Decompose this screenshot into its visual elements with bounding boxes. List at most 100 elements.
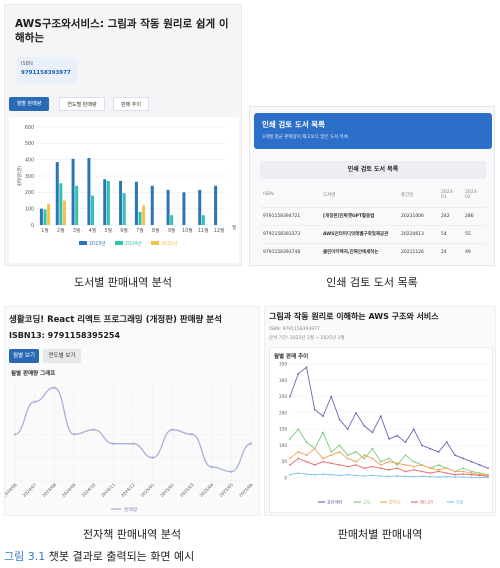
x-tick-label: 2025/02 (159, 482, 175, 498)
x-tick-label: 2024/11 (100, 482, 116, 498)
y-tick-label: 350 (279, 362, 287, 367)
x-tick-label: 2024/06 (5, 482, 18, 498)
x-tick-label: 3월 (73, 227, 80, 234)
x-tick-label: 2024/07 (22, 482, 38, 498)
data-point (454, 473, 456, 476)
column-header-title: 도서명 (323, 192, 336, 198)
data-point (346, 428, 349, 431)
x-tick-label: 2025/01 (140, 482, 156, 498)
data-point (305, 454, 308, 457)
data-point (478, 476, 481, 479)
data-point (289, 395, 291, 398)
bar (43, 209, 47, 225)
data-point (412, 468, 415, 471)
x-tick-label: 2024/10 (81, 482, 97, 498)
vendor-sales-chart-svg: 0 50 100 150 200 250 300 350 총판매량 교보 알라딘 예스24 영풍 (279, 362, 489, 506)
data-point (346, 454, 349, 457)
vendor-sales-panel: 그림과 작동 원리로 이해하는 AWS 구조와 서비스 ISBN: 979115… (264, 306, 496, 516)
chart-subtitle: 월별 판매 추이 (274, 354, 309, 360)
cell-pubdate: 20211126 (398, 242, 438, 261)
data-point (289, 473, 291, 476)
table-row[interactable]: 9791158394721 [개정판]진짜챗GPT활용법 20231006 24… (260, 206, 486, 225)
tab-monthly-view[interactable]: 월별 보기 (9, 349, 39, 363)
data-point (322, 415, 324, 418)
bar (122, 193, 126, 225)
legend-label: 예스24 (420, 500, 433, 506)
data-point (478, 474, 481, 477)
data-point (33, 400, 36, 403)
tab-yearly-view[interactable]: 연도별 보기 (43, 349, 81, 363)
data-point (421, 464, 423, 466)
series-line (289, 366, 489, 469)
bar (55, 162, 59, 225)
data-point (363, 454, 366, 457)
legend-label: 교보 (363, 500, 371, 505)
isbn-label: ISBN (21, 61, 33, 67)
data-point (355, 451, 357, 453)
monthly-sales-chart-svg: 0 100 200 300 400 500 600 판매량(권) 1월 2월 3월 4월 5월 6월 7월 8… (16, 125, 236, 247)
print-review-panel: 인쇄 검토 도서 목록 3개월 평균 판매량이 재고보다 많은 도서 목록 인쇄… (249, 106, 495, 266)
table-header-row: ISBN 도서명 출간일 2023-01 2023-02 (260, 183, 486, 207)
ebook-sales-chart-svg: 2024/06 2024/07 2024/08 2024/09 2024/10 2024/… (5, 383, 254, 513)
data-point (363, 475, 366, 477)
data-point (454, 454, 456, 457)
isbn-value: 9791158393977 (21, 70, 71, 76)
legend-label: 총판매량 (327, 499, 343, 506)
data-point (92, 428, 95, 431)
data-point (412, 475, 415, 478)
table-title: 인쇄 검토 도서 목록 (260, 161, 486, 179)
y-tick-label: 0 (284, 476, 287, 481)
data-point (305, 366, 308, 369)
data-point (388, 438, 390, 440)
data-point (437, 468, 440, 471)
tab-monthly-sales[interactable]: 월별 판매량 (9, 97, 49, 111)
bar (170, 215, 174, 225)
y-tick-label: 50 (282, 459, 288, 464)
data-point (462, 476, 465, 478)
data-point (404, 464, 407, 466)
data-point (346, 465, 349, 468)
bar (166, 189, 170, 225)
header-title: 인쇄 검토 도서 목록 (262, 120, 326, 129)
data-point (421, 444, 423, 447)
page-title: 생활코딩! React 리액트 프로그래밍 (개정판) 판매량 분석 (9, 315, 222, 325)
data-point (371, 447, 374, 450)
bar (214, 185, 218, 225)
data-point (429, 447, 432, 450)
y-tick-label: 500 (25, 141, 34, 147)
data-point (355, 411, 357, 414)
table-row[interactable]: 9791158393373 AWS인터미디엇레벨구축및제공관 20220613 … (260, 224, 486, 243)
column-header-pubdate: 출간일 (401, 192, 414, 198)
analysis-period: 분석 기간: 2023년 2월 ~ 2025년 2월 (269, 336, 345, 341)
data-point (313, 447, 316, 450)
data-point (338, 474, 341, 477)
data-point (112, 442, 115, 445)
x-tick-label: 5월 (105, 227, 112, 234)
data-point (346, 473, 349, 476)
data-point (437, 476, 440, 478)
data-point (470, 460, 473, 463)
tab-sales-trend[interactable]: 판매 추이 (113, 97, 149, 111)
legend-label: 2025년 (161, 240, 178, 247)
ebook-sales-panel: 생활코딩! React 리액트 프로그래밍 (개정판) 판매량 분석 ISBN1… (4, 306, 260, 516)
tab-yearly-sales[interactable]: 연도별 판매량 (59, 97, 105, 111)
table-row[interactable]: 9791158393748 클린아키텍처,진짜안에세하는 20211126 24… (260, 242, 486, 261)
caption-book-sales: 도서별 판매내역 분석 (73, 276, 173, 289)
data-point (313, 408, 316, 411)
isbn-value: ISBN: 9791158393977 (269, 327, 320, 332)
data-point (371, 431, 374, 434)
legend-label: 알라딘 (389, 499, 401, 506)
data-point (330, 473, 333, 476)
caption-vendor-sales: 판매처별 판매내역 (337, 528, 423, 541)
data-point (462, 470, 465, 473)
bar (198, 189, 202, 225)
data-point (404, 441, 407, 444)
x-tick-label: 2025/03 (179, 482, 195, 498)
x-tick-label: 6월 (120, 227, 127, 234)
y-tick-label: 250 (279, 394, 287, 399)
x-axis-label: 월 (232, 224, 236, 231)
x-tick-label: 11월 (198, 227, 209, 234)
bar (119, 180, 123, 225)
bar (106, 180, 110, 225)
data-point (297, 451, 300, 453)
